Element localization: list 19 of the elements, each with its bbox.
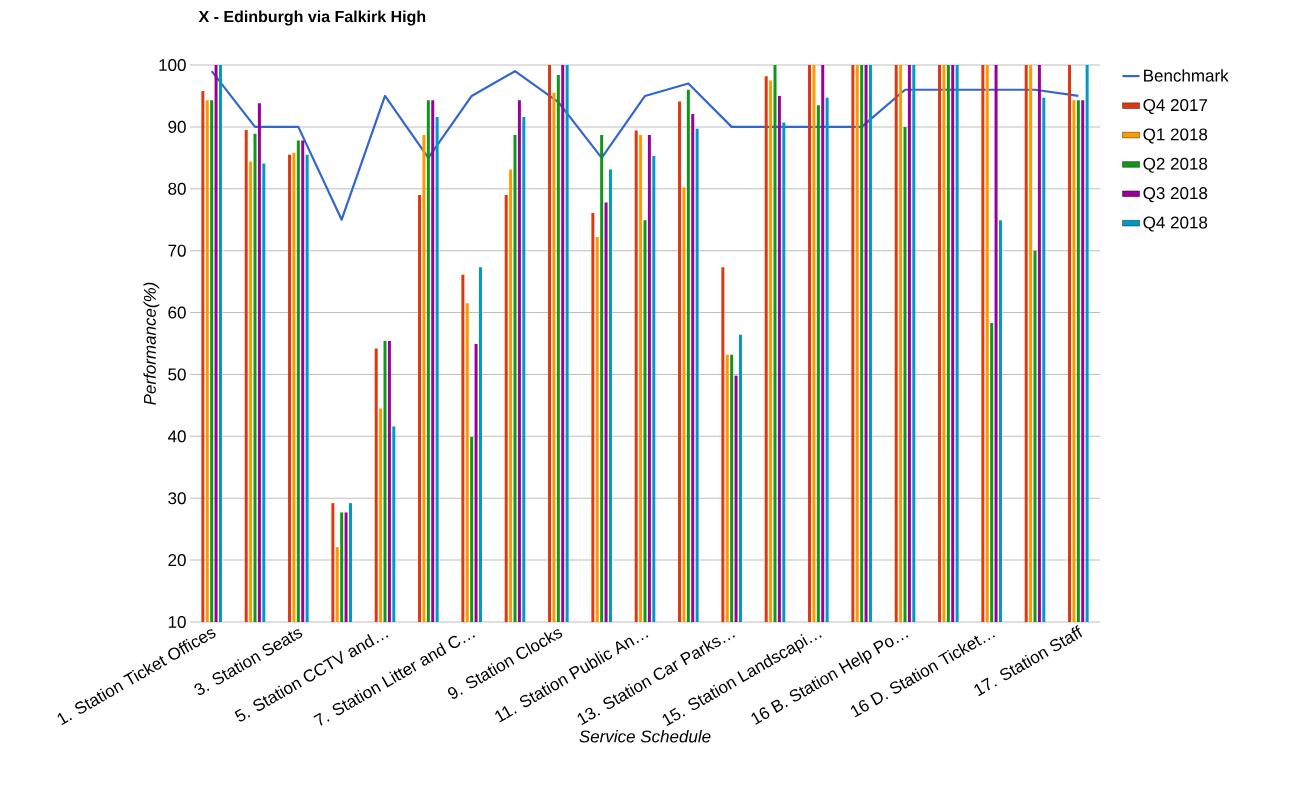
chart-title: X - Edinburgh via Falkirk High xyxy=(198,10,426,26)
y-tick-label: 60 xyxy=(168,306,186,319)
y-tick-label: 30 xyxy=(168,492,186,505)
legend-label: Q4 2018 xyxy=(1143,216,1208,232)
y-tick-label: 80 xyxy=(168,182,186,195)
legend-label: Q3 2018 xyxy=(1143,187,1208,203)
x-axis-title: Service Schedule xyxy=(579,730,711,743)
y-tick-label: 90 xyxy=(168,120,186,133)
y-axis-title: Performance(%) xyxy=(143,282,160,405)
legend-label: Benchmark xyxy=(1144,69,1229,82)
y-tick-label: 50 xyxy=(168,368,186,381)
y-tick-label: 20 xyxy=(168,554,186,567)
y-tick-label: 70 xyxy=(168,244,186,257)
y-tick-label: 40 xyxy=(167,430,186,443)
legend-label: Q4 2017 xyxy=(1143,99,1208,115)
legend-label: Q1 2018 xyxy=(1143,128,1208,144)
legend-label: Q2 2018 xyxy=(1143,157,1208,173)
y-tick-label: 10 xyxy=(168,615,186,629)
y-tick-label: 100 xyxy=(159,58,186,72)
